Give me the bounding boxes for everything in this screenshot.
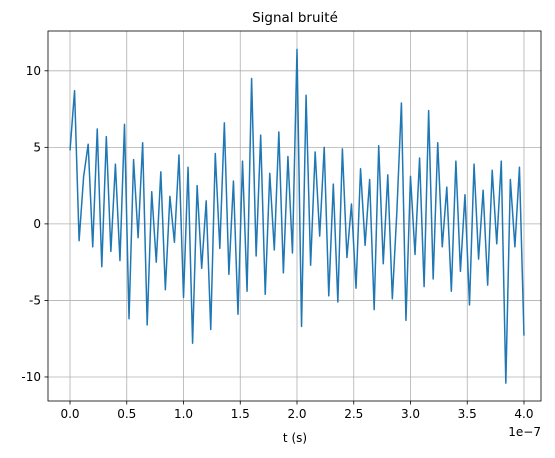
y-tick-label: 0 xyxy=(33,217,41,231)
y-tick-label: 10 xyxy=(26,64,41,78)
x-tick-label: 3.5 xyxy=(458,407,477,421)
x-tick-label: 1.5 xyxy=(231,407,250,421)
x-tick-label: 3.0 xyxy=(401,407,420,421)
x-tick-label: 0.5 xyxy=(117,407,136,421)
x-offset-label: 1e−7 xyxy=(508,425,541,439)
x-tick-label: 2.0 xyxy=(287,407,306,421)
x-tick-label: 4.0 xyxy=(514,407,533,421)
y-tick-label: -5 xyxy=(29,293,41,307)
x-tick-label: 1.0 xyxy=(174,407,193,421)
x-axis-label: t (s) xyxy=(283,431,307,445)
plot-frame xyxy=(47,30,542,402)
x-tick-label: 2.5 xyxy=(344,407,363,421)
chart-title: Signal bruité xyxy=(252,10,338,26)
y-tick-label: 5 xyxy=(33,140,41,154)
x-tick-label: 0.0 xyxy=(60,407,79,421)
y-tick-label: -10 xyxy=(21,370,41,384)
line-series xyxy=(69,48,525,384)
